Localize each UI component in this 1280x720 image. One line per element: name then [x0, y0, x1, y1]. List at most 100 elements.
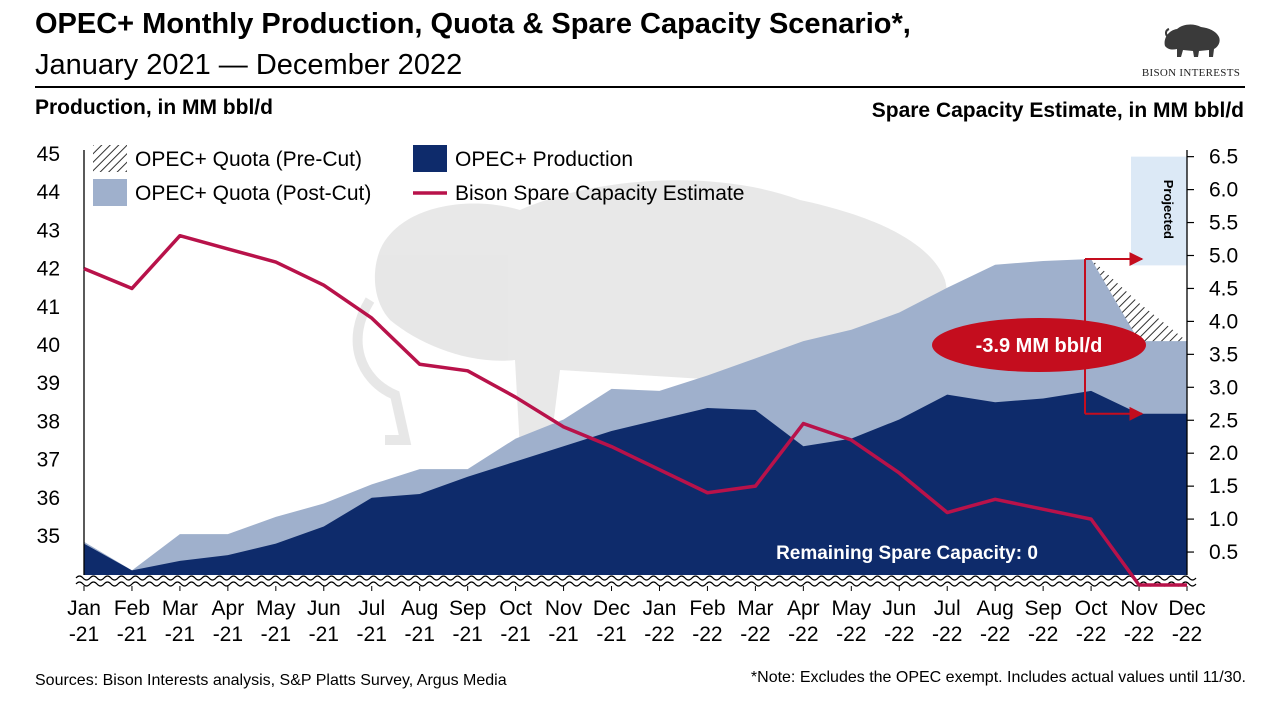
x-tick-label-month: Jan — [67, 597, 101, 620]
x-tick-label-month: Oct — [1075, 597, 1108, 620]
x-tick-label-month: Feb — [114, 597, 150, 620]
x-tick-label-month: May — [831, 597, 871, 620]
right-tick-label: 2.0 — [1209, 442, 1238, 465]
right-tick-label: 6.0 — [1209, 179, 1238, 202]
left-tick-label: 45 — [37, 143, 60, 166]
spare-capacity-line — [83, 233, 1187, 587]
axes-group: 35 36 37 38 39 40 41 42 43 44 45 0.5 1.0 1.5 2.0 2.5 3.0… — [37, 143, 1239, 646]
chart-title-line2: January 2021 — December 2022 — [35, 49, 463, 81]
legend-opec-production-label: OPEC+ Production — [455, 148, 633, 171]
x-tick-label-month: Jun — [307, 597, 341, 620]
left-tick-label: 37 — [37, 449, 60, 472]
x-tick-label-year: -21 — [548, 623, 578, 646]
x-tick-label-month: Oct — [499, 597, 532, 620]
legend-quota-pre-cut-label: OPEC+ Quota (Pre-Cut) — [135, 148, 362, 171]
x-tick-label-year: -22 — [740, 623, 770, 646]
x-tick-label-month: Jul — [934, 597, 961, 620]
footnote: *Note: Excludes the OPEC exempt. Include… — [750, 669, 1246, 686]
x-tick-label-year: -21 — [357, 623, 387, 646]
x-tick-label-year: -22 — [644, 623, 674, 646]
x-tick-label-year: -21 — [165, 623, 195, 646]
bison-logo-icon — [1164, 24, 1220, 57]
x-tick-label-year: -22 — [1172, 623, 1202, 646]
left-tick-label: 36 — [37, 487, 60, 510]
left-tick-label: 40 — [37, 334, 60, 357]
area-opec-production — [84, 390, 1187, 578]
x-tick-label-month: Mar — [737, 597, 773, 620]
x-tick-label-month: Jan — [643, 597, 677, 620]
x-tick-label-year: -21 — [405, 623, 435, 646]
title-divider — [35, 86, 1245, 88]
legend-quota-post-cut-swatch — [93, 179, 127, 206]
left-tick-label: 41 — [37, 296, 60, 319]
x-tick-label-month: May — [256, 597, 296, 620]
left-tick-label: 39 — [37, 372, 60, 395]
right-tick-label: 0.5 — [1209, 541, 1238, 564]
projected-box — [1131, 156, 1187, 266]
left-tick-label: 44 — [37, 181, 61, 204]
x-tick-label-month: Aug — [401, 597, 438, 620]
legend-quota-pre-cut-swatch — [93, 145, 127, 172]
x-tick-label-year: -22 — [836, 623, 866, 646]
right-tick-label: 1.5 — [1209, 475, 1238, 498]
right-tick-label: 4.0 — [1209, 310, 1238, 333]
x-tick-label-year: -21 — [596, 623, 626, 646]
x-tick-label-year: -22 — [788, 623, 818, 646]
x-tick-label-year: -21 — [500, 623, 530, 646]
chart-area: Projected -3.9 MM bbl/d Remaining Spare Ca… — [37, 143, 1239, 646]
x-tick-label-month: Sep — [1024, 597, 1061, 620]
cut-ellipse — [932, 318, 1146, 372]
chart-title-line1: OPEC+ Monthly Production, Quota & Spare … — [35, 8, 911, 40]
remaining-capacity-label: Remaining Spare Capacity: 0 — [776, 543, 1038, 564]
x-tick-label-month: Nov — [545, 597, 583, 620]
x-tick-label-month: Apr — [787, 597, 820, 620]
x-tick-label-year: -22 — [692, 623, 722, 646]
x-tick-label-year: -21 — [117, 623, 147, 646]
logo-text: BISON INTERESTS — [1141, 67, 1241, 79]
right-axis-label: Spare Capacity Estimate, in MM bbl/d — [871, 99, 1244, 122]
x-tick-label-year: -21 — [452, 623, 482, 646]
x-tick-label-year: -21 — [213, 623, 243, 646]
legend-quota-post-cut-label: OPEC+ Quota (Post-Cut) — [135, 182, 371, 205]
x-tick-label-month: Nov — [1120, 597, 1158, 620]
projected-label: Projected — [1161, 180, 1176, 239]
x-tick-label-year: -22 — [1028, 623, 1058, 646]
x-tick-label-month: Dec — [593, 597, 630, 620]
left-tick-label: 35 — [37, 525, 60, 548]
right-tick-label: 5.0 — [1209, 245, 1238, 268]
legend-spare-capacity-label: Bison Spare Capacity Estimate — [455, 182, 744, 205]
x-tick-label-year: -22 — [932, 623, 962, 646]
left-tick-label: 43 — [37, 219, 60, 242]
right-tick-label: 3.5 — [1209, 343, 1238, 366]
x-tick-label-year: -22 — [884, 623, 914, 646]
left-tick-label: 42 — [37, 258, 60, 281]
x-tick-label-month: Sep — [449, 597, 486, 620]
x-tick-label-month: Apr — [212, 597, 245, 620]
x-tick-label-year: -22 — [1124, 623, 1154, 646]
x-tick-label-year: -22 — [980, 623, 1010, 646]
axis-break-line-1 — [75, 575, 1197, 581]
legend: OPEC+ Quota (Pre-Cut) OPEC+ Production OPE… — [93, 145, 744, 206]
bison-watermark — [352, 180, 948, 450]
annotation-group: Projected -3.9 MM bbl/d Remaining Spare Ca… — [776, 156, 1187, 564]
x-tick-label-month: Jun — [882, 597, 916, 620]
x-tick-label-month: Mar — [162, 597, 198, 620]
left-tick-label: 38 — [37, 410, 60, 433]
sources-note: Sources: Bison Interests analysis, S&P P… — [35, 672, 507, 689]
bison-logo: BISON INTERESTS — [1135, 20, 1247, 79]
spare-line-group — [83, 233, 1187, 587]
right-tick-label: 5.5 — [1209, 212, 1238, 235]
x-tick-label-month: Feb — [689, 597, 725, 620]
x-tick-label-year: -22 — [1076, 623, 1106, 646]
right-tick-label: 2.5 — [1209, 409, 1238, 432]
right-tick-label: 3.0 — [1209, 376, 1238, 399]
x-tick-label-month: Jul — [358, 597, 385, 620]
x-tick-label-month: Dec — [1168, 597, 1205, 620]
right-tick-label: 4.5 — [1209, 277, 1238, 300]
axis-break-line-2 — [75, 581, 1197, 587]
legend-opec-production-swatch — [413, 145, 447, 172]
right-tick-label: 1.0 — [1209, 508, 1238, 531]
right-tick-label: 6.5 — [1209, 146, 1238, 169]
x-tick-label-year: -21 — [309, 623, 339, 646]
x-tick-label-month: Aug — [976, 597, 1013, 620]
